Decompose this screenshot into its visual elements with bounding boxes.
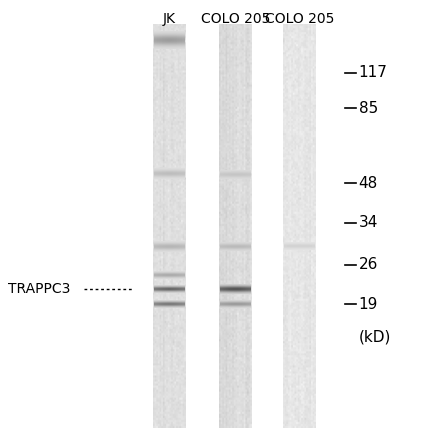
Text: COLO 205: COLO 205 <box>264 12 334 26</box>
Text: 26: 26 <box>359 257 378 272</box>
Bar <box>153 24 186 428</box>
Text: 34: 34 <box>359 215 378 230</box>
Text: 85: 85 <box>359 101 378 116</box>
Text: (kD): (kD) <box>359 330 391 345</box>
Bar <box>219 24 252 428</box>
Text: COLO 205: COLO 205 <box>201 12 270 26</box>
Text: JK: JK <box>163 12 176 26</box>
Text: 117: 117 <box>359 65 388 80</box>
Text: TRAPPC3: TRAPPC3 <box>8 282 71 296</box>
Bar <box>283 24 316 428</box>
Text: 19: 19 <box>359 297 378 312</box>
Text: 48: 48 <box>359 176 378 191</box>
